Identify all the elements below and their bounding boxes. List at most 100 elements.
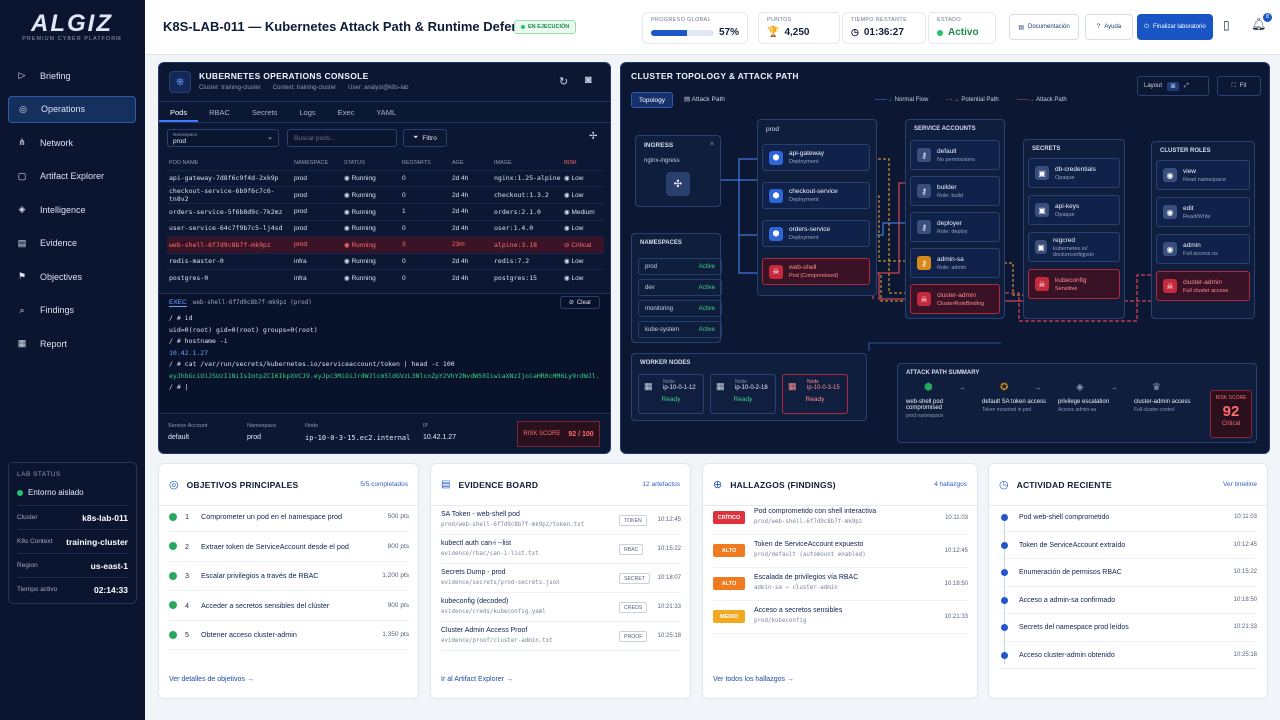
- sidebar-item-artifact-explorer[interactable]: ▢ Artifact Explorer: [8, 163, 136, 190]
- worker-node[interactable]: ▦ Node ip-10-0-1-12 Ready: [638, 374, 704, 414]
- service-account-node[interactable]: ⚷ builder Role: build: [910, 176, 1000, 206]
- namespace-item[interactable]: dev Active: [638, 279, 722, 296]
- tab-pods[interactable]: Pods: [159, 102, 199, 122]
- secret-node[interactable]: ▣ regcred kubernetes.io/ dockerconfigjson: [1028, 232, 1120, 262]
- tab-secrets[interactable]: Secrets: [251, 108, 278, 117]
- column-header[interactable]: NAMESPACE: [294, 159, 329, 166]
- tab-logs[interactable]: Logs: [299, 108, 316, 117]
- table-row[interactable]: checkout-service-6b9f6c7c6-tn8v2 prod ◉ Ru…: [167, 186, 604, 204]
- cluster-role-node[interactable]: ◉ edit Read/Write: [1156, 197, 1250, 227]
- pod-search-input[interactable]: [287, 129, 397, 147]
- column-header[interactable]: RISK: [564, 159, 577, 166]
- objectives-link[interactable]: Ver detalles de objetivos →: [169, 676, 254, 683]
- tab-rbac[interactable]: RBAC: [209, 108, 230, 117]
- prod-node[interactable]: ☠ web-shell Pod (Compromised): [762, 258, 870, 285]
- prod-node[interactable]: ⬢ orders-service Deployment: [762, 220, 870, 247]
- sidebar-item-objectives[interactable]: ⚑ Objectives: [8, 263, 136, 290]
- evidence-item[interactable]: kubectl auth can-i --list evidence/rbac/c…: [441, 535, 681, 564]
- column-header[interactable]: AGE: [452, 159, 464, 166]
- brand-logo[interactable]: ALGIZ PREMIUM CYBER PLATFORM: [12, 10, 132, 42]
- sidebar-item-network[interactable]: ⋔ Network: [8, 129, 136, 156]
- filter-button[interactable]: ⏷ Filtro: [403, 129, 447, 147]
- evidence-item[interactable]: Cluster Admin Access Proof evidence/proof…: [441, 622, 681, 651]
- cluster-role-node[interactable]: ◉ view Read namespace: [1156, 160, 1250, 190]
- tab-attack-path[interactable]: ▤ Attack Path: [677, 92, 732, 108]
- objective-item[interactable]: 3 Escalar privilegios a través de RBAC 1,2…: [169, 561, 409, 591]
- secret-node[interactable]: ☠ kubeconfig Sensitive: [1028, 269, 1120, 299]
- sidebar-item-operations[interactable]: ◎ Operations: [8, 95, 136, 123]
- layout-auto-icon[interactable]: ⌘: [1167, 81, 1180, 91]
- namespace-item[interactable]: monitoring Active: [638, 300, 722, 317]
- table-row[interactable]: user-service-64c7f9b7c5-lj4sd prod ◉ Runni…: [167, 219, 604, 237]
- column-header[interactable]: IMAGE: [494, 159, 512, 166]
- view-timeline-link[interactable]: Ver timeline: [1223, 481, 1257, 488]
- sidebar-item-evidence[interactable]: ▤ Evidence: [8, 230, 136, 257]
- tab-topology[interactable]: Topology: [631, 92, 674, 108]
- cluster-role-node[interactable]: ◉ admin Full access ns: [1156, 234, 1250, 264]
- namespace-item[interactable]: prod Active: [638, 258, 722, 275]
- tab-exec[interactable]: Exec: [337, 108, 355, 117]
- exec-terminal[interactable]: EXEC web-shell-6f7d9c8b7f-mk9pz (prod) ⊘…: [159, 293, 610, 415]
- finding-item[interactable]: ALTO Token de ServiceAccount expuesto prod…: [713, 535, 968, 568]
- fit-button[interactable]: ⛶ Fit: [1217, 76, 1261, 96]
- objective-item[interactable]: 2 Extraer token de ServiceAccount desde e…: [169, 532, 409, 562]
- namespace-select[interactable]: Namespace prod ⌄: [167, 129, 279, 147]
- column-settings-icon[interactable]: ✢: [589, 131, 598, 142]
- column-header[interactable]: RESTARTS: [402, 159, 431, 166]
- namespace-item[interactable]: kube-system Active: [638, 321, 722, 338]
- activity-item[interactable]: Acceso cluster-admin obtenido 10:25:18: [999, 642, 1257, 669]
- clear-button[interactable]: ⊘ Clear: [560, 296, 600, 309]
- screenshot-icon[interactable]: ◙: [585, 74, 592, 86]
- table-row[interactable]: web-shell-6f7d9c8b7f-mk9pz prod ◉ Running 3…: [167, 236, 604, 253]
- finding-item[interactable]: ALTO Escalada de privilegios vía RBAC admi…: [713, 568, 968, 601]
- tab-yaml[interactable]: YAML: [376, 108, 397, 117]
- activity-item[interactable]: Token de ServiceAccount extraído 10:12:45: [999, 532, 1257, 559]
- finding-item[interactable]: MEDIO Acceso a secretos sensibles prod/kub…: [713, 601, 968, 634]
- evidence-link[interactable]: Ir al Artifact Explorer →: [441, 676, 513, 683]
- service-account-node[interactable]: ⚷ deployer Role: deploy: [910, 212, 1000, 242]
- table-row[interactable]: api-gateway-7d8f6c9f4d-2xk9p prod ◉ Runnin…: [167, 169, 604, 187]
- secret-node[interactable]: ▣ api-keys Opaque: [1028, 195, 1120, 225]
- finish-lab-button[interactable]: ⏻ Finalizar laboratorio: [1137, 14, 1213, 40]
- table-row[interactable]: orders-service-5f6b8d9c-7k2mz prod ◉ Runni…: [167, 203, 604, 220]
- evidence-item[interactable]: Secrets Dump - prod evidence/secrets/prod…: [441, 564, 681, 593]
- evidence-item[interactable]: kubeconfig (decoded) evidence/creds/kubec…: [441, 593, 681, 622]
- expand-icon[interactable]: ⤢: [1184, 82, 1189, 89]
- activity-item[interactable]: Pod web-shell comprometido 10:11:03: [999, 504, 1257, 532]
- objective-item[interactable]: 4 Acceder a secretos sensibles del clúste…: [169, 591, 409, 621]
- service-account-node[interactable]: ⚷ default No permissions: [910, 140, 1000, 170]
- exec-tab[interactable]: EXEC: [169, 299, 187, 307]
- objective-item[interactable]: 1 Comprometer un pod en el namespace prod…: [169, 502, 409, 532]
- prod-node[interactable]: ⬢ api-gateway Deployment: [762, 144, 870, 171]
- evidence-item[interactable]: SA Token - web-shell pod prod/web-shell-6…: [441, 506, 681, 535]
- table-row[interactable]: postgres-0 infra ◉ Running 0 2d 4h postgres:1…: [167, 269, 604, 286]
- cluster-role-node[interactable]: ☠ cluster-admin Full cluster access: [1156, 271, 1250, 301]
- close-icon[interactable]: ×: [709, 141, 714, 148]
- bell-icon[interactable]: 🔔︎: [1251, 17, 1267, 31]
- sidebar-item-intelligence[interactable]: ◈ Intelligence: [8, 196, 136, 223]
- service-account-node[interactable]: ⚷ admin-sa Role: admin: [910, 248, 1000, 278]
- activity-item[interactable]: Enumeración de permisos RBAC 10:15:22: [999, 559, 1257, 587]
- activity-item[interactable]: Secrets del namespace prod leídos 10:21:3…: [999, 614, 1257, 642]
- worker-node[interactable]: ▦ Node ip-10-0-3-15 Ready: [782, 374, 848, 414]
- refresh-icon[interactable]: ↻: [559, 76, 569, 88]
- prod-node[interactable]: ⬢ checkout-service Deployment: [762, 182, 870, 209]
- column-header[interactable]: STATUS: [344, 159, 365, 166]
- help-button[interactable]: ? Ayuda: [1085, 14, 1133, 40]
- finding-item[interactable]: CRÍTICO Pod comprometido con shell intera…: [713, 502, 968, 535]
- sidebar-item-briefing[interactable]: ▷ Briefing: [8, 62, 136, 89]
- findings-link[interactable]: Ver todos los hallazgos →: [713, 676, 794, 683]
- secret-node[interactable]: ▣ db-credentials Opaque: [1028, 158, 1120, 188]
- column-header[interactable]: POD NAME: [169, 159, 199, 166]
- sidebar-item-findings[interactable]: ⌕ Findings: [8, 297, 136, 324]
- objective-item[interactable]: 5 Obtener acceso cluster-admin 1,350 pts: [169, 620, 409, 650]
- docs-button[interactable]: ▤ Documentación: [1009, 14, 1079, 40]
- activity-item[interactable]: Acceso a admin-sa confirmado 10:18:50: [999, 587, 1257, 614]
- ingress-icon[interactable]: ✣: [666, 172, 690, 196]
- layout-button[interactable]: Layout ⌘ ⤢: [1137, 76, 1209, 96]
- sidebar-item-report[interactable]: ▦ Report: [8, 330, 136, 357]
- worker-node[interactable]: ▦ Node ip-10-0-2-18 Ready: [710, 374, 776, 414]
- service-account-node[interactable]: ☠ cluster-admin ClusterRoleBinding: [910, 284, 1000, 314]
- bookmark-icon[interactable]: ▯: [1223, 18, 1230, 32]
- table-row[interactable]: redis-master-0 infra ◉ Running 0 2d 4h redis:…: [167, 252, 604, 270]
